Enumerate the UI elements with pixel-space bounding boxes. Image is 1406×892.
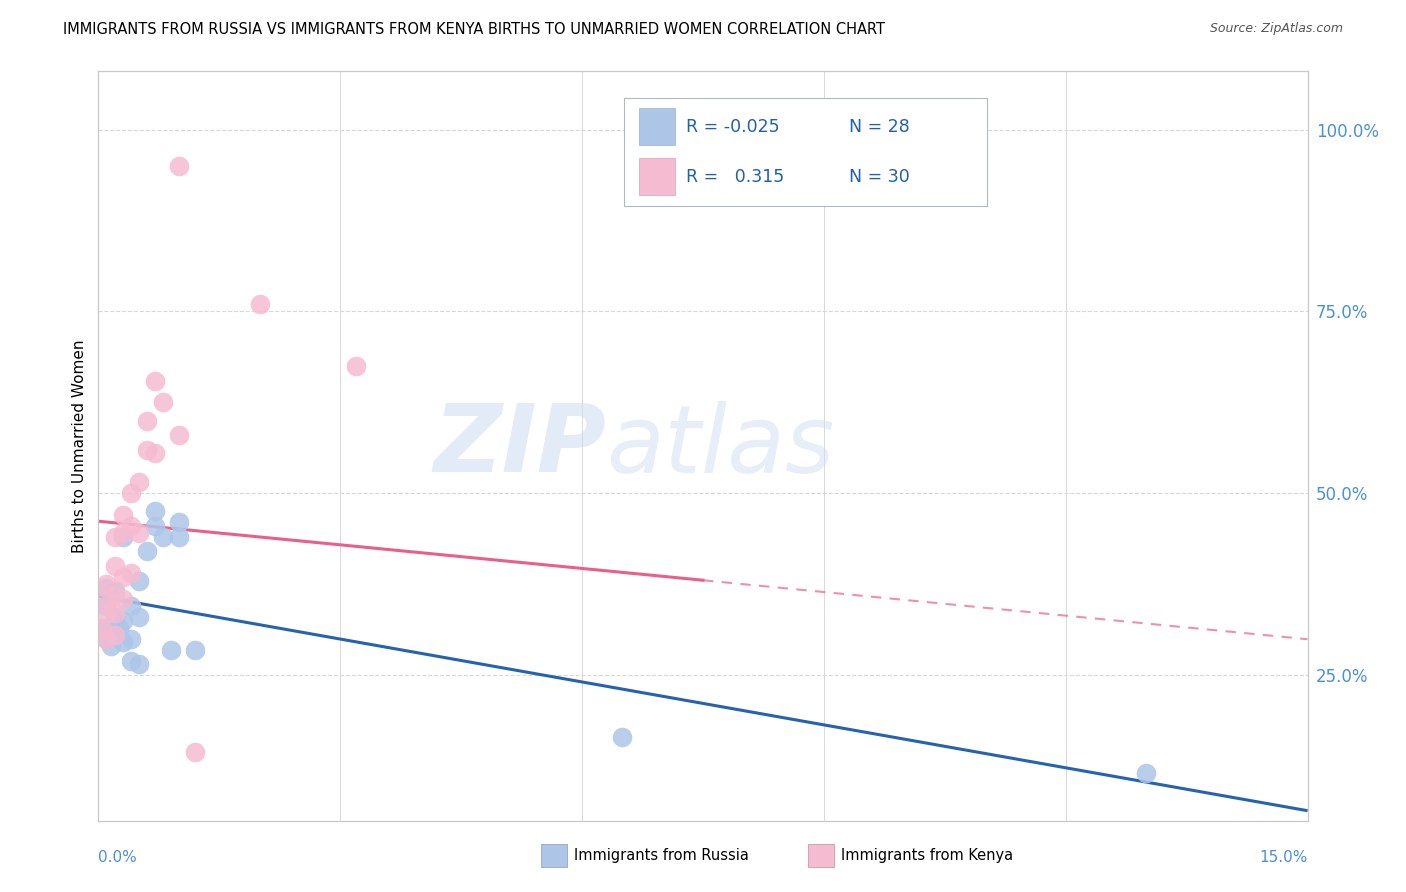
Point — [103, 610, 125, 624]
Point — [120, 632, 142, 646]
Point — [96, 599, 118, 613]
Point — [152, 530, 174, 544]
Point — [111, 530, 134, 544]
Point — [143, 504, 166, 518]
Point — [143, 446, 166, 460]
Point — [135, 544, 157, 558]
Point — [96, 632, 118, 646]
Point — [120, 486, 142, 500]
Point — [612, 730, 634, 744]
Point — [128, 610, 150, 624]
Point — [184, 745, 207, 759]
Text: Source: ZipAtlas.com: Source: ZipAtlas.com — [1209, 22, 1343, 36]
Point — [1135, 766, 1157, 780]
Text: Immigrants from Russia: Immigrants from Russia — [574, 848, 748, 863]
Point — [128, 657, 150, 672]
Point — [96, 581, 118, 595]
Point — [120, 566, 142, 581]
Point — [107, 621, 129, 635]
Text: ZIP: ZIP — [433, 400, 606, 492]
Text: 0.0%: 0.0% — [98, 850, 138, 864]
Point — [91, 621, 114, 635]
Point — [249, 297, 271, 311]
Point — [167, 530, 190, 544]
Text: 15.0%: 15.0% — [1260, 850, 1308, 864]
Point — [96, 591, 118, 606]
Point — [103, 588, 125, 602]
Point — [111, 508, 134, 522]
Point — [128, 475, 150, 490]
Text: Immigrants from Kenya: Immigrants from Kenya — [841, 848, 1012, 863]
Point — [91, 621, 114, 635]
Point — [103, 530, 125, 544]
Point — [103, 607, 125, 621]
Point — [184, 642, 207, 657]
Point — [103, 559, 125, 574]
Point — [167, 159, 190, 173]
Point — [128, 526, 150, 541]
Point — [100, 639, 122, 653]
Point — [135, 442, 157, 457]
Point — [120, 654, 142, 668]
Point — [120, 599, 142, 613]
Point — [152, 395, 174, 409]
Point — [344, 359, 367, 373]
Point — [111, 635, 134, 649]
Point — [103, 628, 125, 642]
Point — [128, 574, 150, 588]
Point — [167, 428, 190, 442]
Point — [103, 628, 125, 642]
Point — [96, 632, 118, 646]
Point — [167, 516, 190, 530]
Text: atlas: atlas — [606, 401, 835, 491]
Text: IMMIGRANTS FROM RUSSIA VS IMMIGRANTS FROM KENYA BIRTHS TO UNMARRIED WOMEN CORREL: IMMIGRANTS FROM RUSSIA VS IMMIGRANTS FRO… — [63, 22, 886, 37]
Point — [160, 642, 183, 657]
Point — [120, 519, 142, 533]
Point — [143, 374, 166, 388]
Point — [515, 831, 537, 846]
Y-axis label: Births to Unmarried Women: Births to Unmarried Women — [72, 339, 87, 553]
Point — [111, 570, 134, 584]
Point — [96, 577, 118, 591]
Point — [111, 614, 134, 628]
Point — [143, 519, 166, 533]
Point — [96, 607, 118, 621]
Point — [135, 413, 157, 427]
Point — [111, 526, 134, 541]
Point — [111, 591, 134, 606]
Point — [103, 584, 125, 599]
